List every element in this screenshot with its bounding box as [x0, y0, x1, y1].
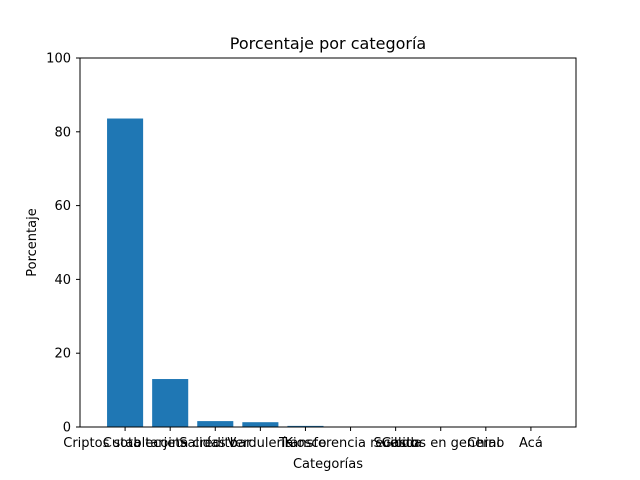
x-tick-label: Sueldo: [373, 436, 417, 451]
y-tick-label: 40: [54, 273, 71, 288]
x-tick-label: Transferencia recibida: [278, 436, 422, 451]
x-tick-label: Gastos en general: [381, 436, 500, 451]
x-tick-label: Acá: [519, 436, 543, 451]
x-tick-label: Criptos stablecoins: [63, 436, 187, 451]
y-axis: 0 20 40 60 80 100: [46, 52, 80, 436]
x-tick-label: Verdulería: [227, 436, 293, 451]
x-axis-title: Categorías: [293, 457, 363, 472]
plot-frame: [79, 57, 577, 428]
chart-title: Porcentaje por categoría: [230, 34, 426, 53]
y-tick-label: 20: [54, 347, 71, 362]
x-tick-label: Chino: [467, 436, 504, 451]
y-tick-label: 100: [46, 52, 71, 67]
bar-3: [197, 421, 234, 427]
bar-1: [107, 118, 144, 428]
y-tick-label: 0: [63, 421, 71, 436]
y-tick-label: 80: [54, 125, 71, 140]
y-axis-title: Porcentaje: [25, 208, 40, 276]
x-tick-label: Kiosco: [284, 436, 326, 451]
bar-4: [242, 422, 279, 427]
x-tick-label: Salidas bar: [179, 436, 252, 451]
y-tick-label: 60: [54, 199, 71, 214]
bars-group: [107, 118, 549, 428]
x-tick-label: Cuota tarjeta crédito: [103, 436, 238, 451]
bar-2: [152, 379, 189, 427]
bar-5: [287, 425, 324, 427]
plot-area: [80, 58, 576, 427]
